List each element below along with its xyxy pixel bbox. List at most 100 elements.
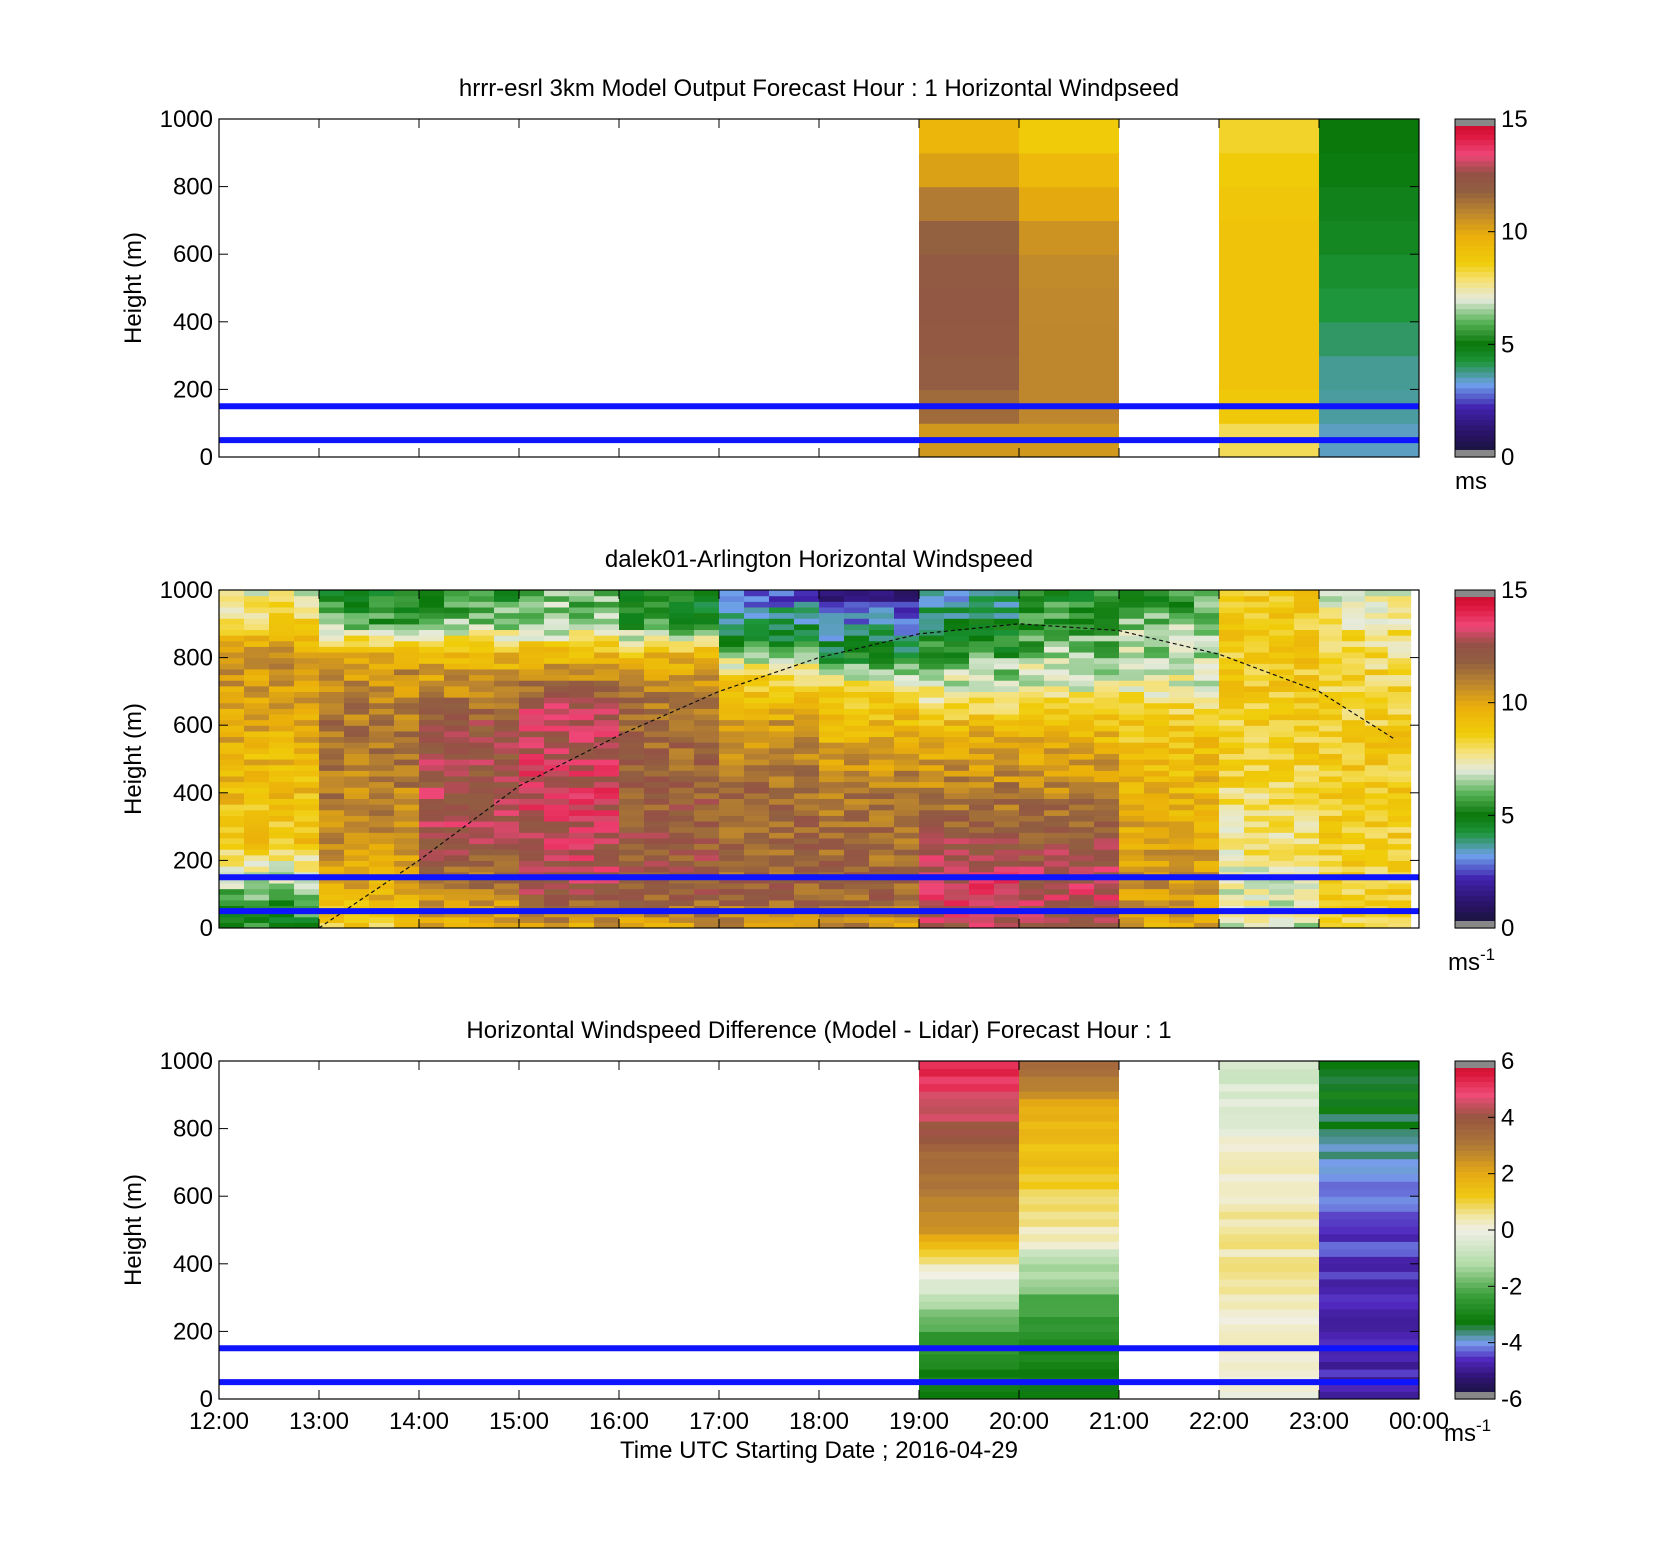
lidar-bin7-sub1-cell16 [944,832,970,839]
lidar-bin9-sub1-cell16 [1144,832,1170,839]
lidar-bin0-sub1-cell11 [244,860,270,867]
lidar-bin8-sub3-cell16 [1094,832,1120,839]
colorbar-tick-label: 10 [1501,690,1528,717]
model-col0-cell5 [919,254,1019,289]
lidar-bin4-sub1-cell58 [644,595,670,602]
lidar-bin7-sub2-cell56 [969,606,995,614]
lidar-bin7-sub3-cell44 [994,674,1020,681]
lidar-bin4-sub2-cell19 [669,815,695,822]
lidar-bin6-sub0-cell1 [819,916,845,923]
lidar-bin8-sub3-cell34 [1094,730,1120,738]
lidar-bin1-sub1-cell6 [344,888,370,895]
lidar-bin3-sub0-cell32 [519,742,545,749]
lidar-bin11-sub2-cell46 [1364,663,1389,670]
lidar-bin11-sub1-cell7 [1341,882,1366,890]
lidar-bin10-sub3-cell21 [1294,804,1320,811]
lidar-bin0-sub0-cell59 [219,590,245,597]
lidar-bin2-sub1-cell38 [444,708,470,715]
lidar-bin4-sub2-cell22 [669,798,695,805]
lidar-bin8-sub2-cell43 [1069,680,1095,687]
lidar-bin10-sub3-cell31 [1294,747,1320,754]
lidar-bin8-sub2-cell59 [1069,590,1095,597]
lidar-bin10-sub3-cell33 [1294,736,1320,743]
lidar-bin0-sub2-cell14 [269,843,295,850]
lidar-bin6-sub0-cell33 [819,736,845,743]
lidar-bin1-sub3-cell42 [394,685,420,692]
lidar-bin5-sub0-cell36 [719,719,745,726]
lidar-bin11-sub0-cell56 [1319,606,1343,614]
lidar-bin11-sub2-cell52 [1364,629,1389,636]
lidar-bin0-sub0-cell16 [219,832,245,839]
lidar-bin9-sub0-cell5 [1119,894,1145,901]
lidar-bin11-sub0-cell55 [1319,612,1343,619]
lidar-bin11-sub3-cell10 [1387,866,1412,873]
lidar-bin1-sub2-cell38 [369,708,395,715]
lidar-bin10-sub0-cell11 [1219,860,1245,867]
colorbar-segment [1455,806,1495,813]
lidar-bin3-sub0-cell4 [519,899,545,907]
lidar-bin11-sub3-cell32 [1387,742,1412,749]
lidar-bin9-sub1-cell31 [1144,747,1170,754]
lidar-bin3-sub0-cell58 [519,595,545,602]
lidar-bin6-sub3-cell22 [894,798,920,805]
xtick-label: 13:00 [289,1408,349,1435]
ytick-label: 1000 [160,1048,213,1075]
lidar-bin3-sub0-cell15 [519,837,545,845]
lidar-bin6-sub0-cell30 [819,753,845,760]
lidar-bin7-sub3-cell4 [994,899,1020,907]
lidar-bin10-sub0-cell43 [1219,680,1245,687]
colorbar-segment [1455,277,1495,284]
lidar-bin7-sub1-cell58 [944,595,970,602]
lidar-bin7-sub3-cell46 [994,663,1020,670]
colorbar-segment [1455,669,1495,676]
lidar-bin9-sub0-cell17 [1119,826,1145,833]
lidar-bin11-sub0-cell15 [1319,837,1343,845]
lidar-bin11-sub0-cell20 [1319,809,1343,816]
lidar-bin0-sub0-cell12 [219,854,245,861]
lidar-bin7-sub2-cell50 [969,640,995,647]
lidar-bin0-sub3-cell49 [294,646,320,653]
lidar-bin9-sub0-cell7 [1119,882,1145,890]
lidar-bin0-sub0-cell39 [219,702,245,709]
lidar-bin10-sub0-cell25 [1219,781,1245,788]
lidar-bin7-sub0-cell47 [919,657,945,664]
lidar-bin1-sub2-cell10 [369,866,395,873]
lidar-bin10-sub0-cell56 [1219,606,1245,614]
lidar-bin10-sub3-cell2 [1294,911,1320,918]
diff-col3-cell21 [1319,1233,1419,1242]
lidar-bin9-sub2-cell35 [1169,725,1195,732]
diff-col0-cell3 [919,1368,1019,1378]
lidar-bin11-sub0-cell23 [1319,792,1343,800]
lidar-bin4-sub0-cell31 [619,747,645,754]
lidar-bin4-sub0-cell14 [619,843,645,850]
lidar-bin11-sub0-cell44 [1319,674,1343,681]
lidar-bin0-sub1-cell18 [244,820,270,828]
lidar-bin10-sub3-cell15 [1294,837,1320,845]
lidar-bin2-sub0-cell0 [419,922,445,928]
lidar-bin8-sub3-cell35 [1094,725,1120,732]
lidar-bin10-sub3-cell34 [1294,730,1320,738]
lidar-bin4-sub1-cell32 [644,742,670,749]
colorbar-segment [1455,790,1495,797]
diff-col3-cell26 [1319,1196,1419,1205]
lidar-bin1-sub2-cell39 [369,702,395,709]
lidar-bin8-sub3-cell54 [1094,618,1120,625]
lidar-bin10-sub2-cell47 [1269,657,1295,664]
lidar-bin11-sub1-cell24 [1341,787,1366,794]
lidar-bin3-sub0-cell42 [519,685,545,692]
lidar-bin2-sub1-cell10 [444,866,470,873]
lidar-bin4-sub2-cell28 [669,764,695,771]
lidar-bin7-sub2-cell54 [969,618,995,625]
diff-col3-cell27 [1319,1188,1419,1197]
diff-col0-cell20 [919,1241,1019,1250]
lidar-bin1-sub2-cell4 [369,899,395,907]
lidar-bin9-sub3-cell59 [1194,590,1220,597]
diff-col1-cell43 [1019,1068,1119,1077]
lidar-bin9-sub3-cell40 [1194,697,1220,704]
lidar-bin9-sub0-cell38 [1119,708,1145,715]
lidar-bin1-sub1-cell20 [344,809,370,816]
lidar-bin4-sub1-cell41 [644,691,670,698]
lidar-bin3-sub1-cell32 [544,742,570,749]
lidar-bin6-sub0-cell25 [819,781,845,788]
lidar-bin3-sub2-cell41 [569,691,595,698]
